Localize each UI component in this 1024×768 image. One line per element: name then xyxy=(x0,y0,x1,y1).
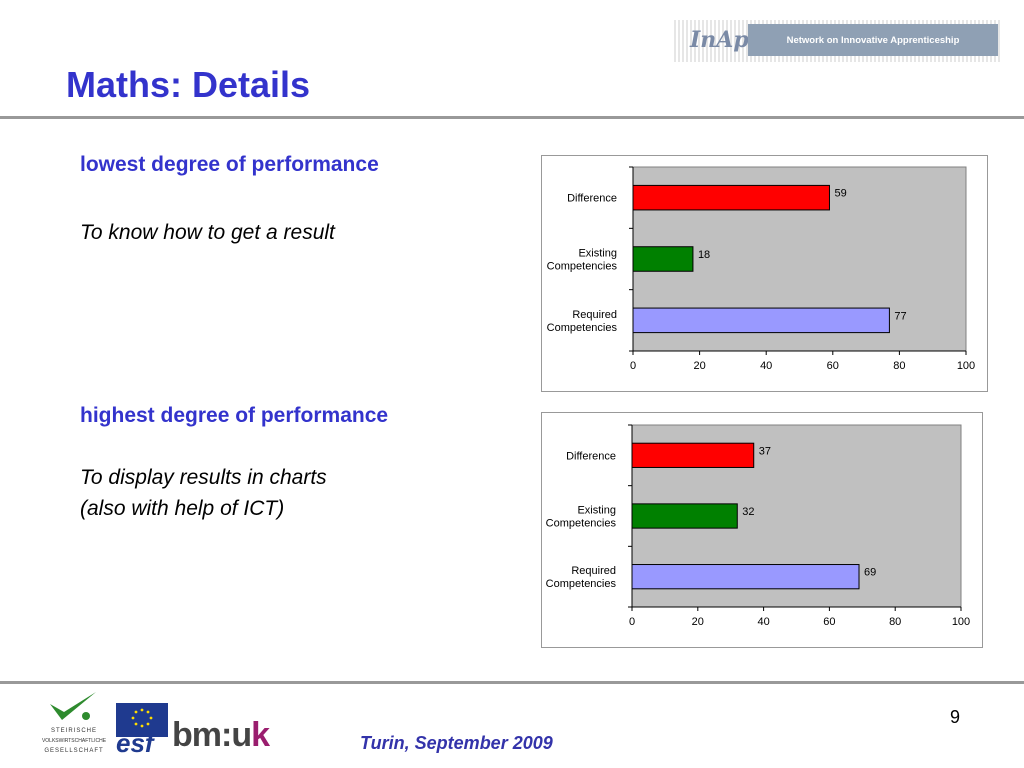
x-tick-label: 0 xyxy=(629,616,635,628)
eu-flag-icon xyxy=(116,703,168,737)
x-tick-label: 20 xyxy=(693,360,705,372)
bar-value-label: 59 xyxy=(834,188,846,200)
steirische-text-line: VOLKSWIRTSCHAFTLICHE xyxy=(41,738,107,744)
x-tick-label: 100 xyxy=(957,360,975,372)
slide-title: Maths: Details xyxy=(66,64,311,105)
network-logo-banner: Network on Innovative Apprenticeship xyxy=(748,24,998,56)
bar xyxy=(632,184,830,211)
footer-text: Turin, September 2009 xyxy=(360,733,553,753)
chart-highest-frame: 0 20 40 60 80 100 37 Difference 32 Existing Compet… xyxy=(541,412,983,648)
section-heading-lowest: lowest degree of performance xyxy=(80,153,379,176)
bar-value-label: 77 xyxy=(894,310,906,322)
footer-divider xyxy=(0,681,1024,684)
category-label: Required xyxy=(571,565,616,577)
x-tick-label: 80 xyxy=(893,360,905,372)
x-tick-label: 60 xyxy=(827,360,839,372)
section-heading-highest: highest degree of performance xyxy=(80,404,389,427)
bar xyxy=(631,564,860,590)
category-label: Required xyxy=(572,309,617,321)
title-divider xyxy=(0,116,1024,119)
x-tick-label: 60 xyxy=(823,616,835,628)
bar xyxy=(632,307,890,334)
bar xyxy=(632,246,694,272)
category-label: Existing xyxy=(578,248,617,260)
checkmark-icon xyxy=(50,692,96,720)
bar-chart-highest: 0 20 40 60 80 10037Difference32ExistingCompet… xyxy=(546,424,970,628)
bar xyxy=(631,442,755,468)
x-tick-label: 20 xyxy=(692,616,704,628)
x-tick-label: 80 xyxy=(889,616,901,628)
bar-value-label: 32 xyxy=(742,506,754,518)
steirische-text-line: GESELLSCHAFT xyxy=(44,748,104,754)
category-label: Competencies xyxy=(547,322,618,334)
category-label: Difference xyxy=(566,450,616,462)
category-label: Difference xyxy=(567,193,617,205)
steirische-text-line: STEIRISCHE xyxy=(50,728,97,734)
bar-value-label: 18 xyxy=(698,249,710,261)
bmuk-logo-main: bm:u xyxy=(172,716,252,754)
network-logo-mark: InAp xyxy=(690,27,749,53)
bar-value-label: 69 xyxy=(864,567,876,579)
x-tick-label: 40 xyxy=(760,360,772,372)
x-tick-label: 100 xyxy=(952,616,970,628)
x-tick-label: 0 xyxy=(630,360,636,372)
category-label: Competencies xyxy=(546,518,617,530)
section-description-lowest: To know how to get a result xyxy=(80,217,335,248)
category-label: Existing xyxy=(577,505,616,517)
category-label: Competencies xyxy=(546,578,617,590)
bmuk-logo: bm:uk xyxy=(172,716,270,755)
description-line: (also with help of ICT) xyxy=(80,497,285,520)
page-number: 9 xyxy=(950,707,961,727)
steirische-logo: STEIRISCHE VOLKSWIRTSCHAFTLICHE GESELLSC… xyxy=(34,690,114,760)
bar-value-label: 37 xyxy=(759,445,771,457)
chart-lowest-frame: 0 20 40 60 80 100 59 Difference 18 Existing Compet… xyxy=(541,155,988,392)
description-line: To know how to get a result xyxy=(80,221,335,244)
bar xyxy=(631,503,738,529)
description-line: To display results in charts xyxy=(80,466,327,489)
bar-chart-lowest: 0 20 40 60 80 10059Difference18ExistingCompet… xyxy=(547,166,975,372)
section-description-highest: To display results in charts (also with … xyxy=(80,462,327,524)
category-label: Competencies xyxy=(547,261,618,273)
x-tick-label: 40 xyxy=(757,616,769,628)
esf-logo: esf xyxy=(116,728,154,758)
bmuk-logo-k: k xyxy=(251,716,270,754)
